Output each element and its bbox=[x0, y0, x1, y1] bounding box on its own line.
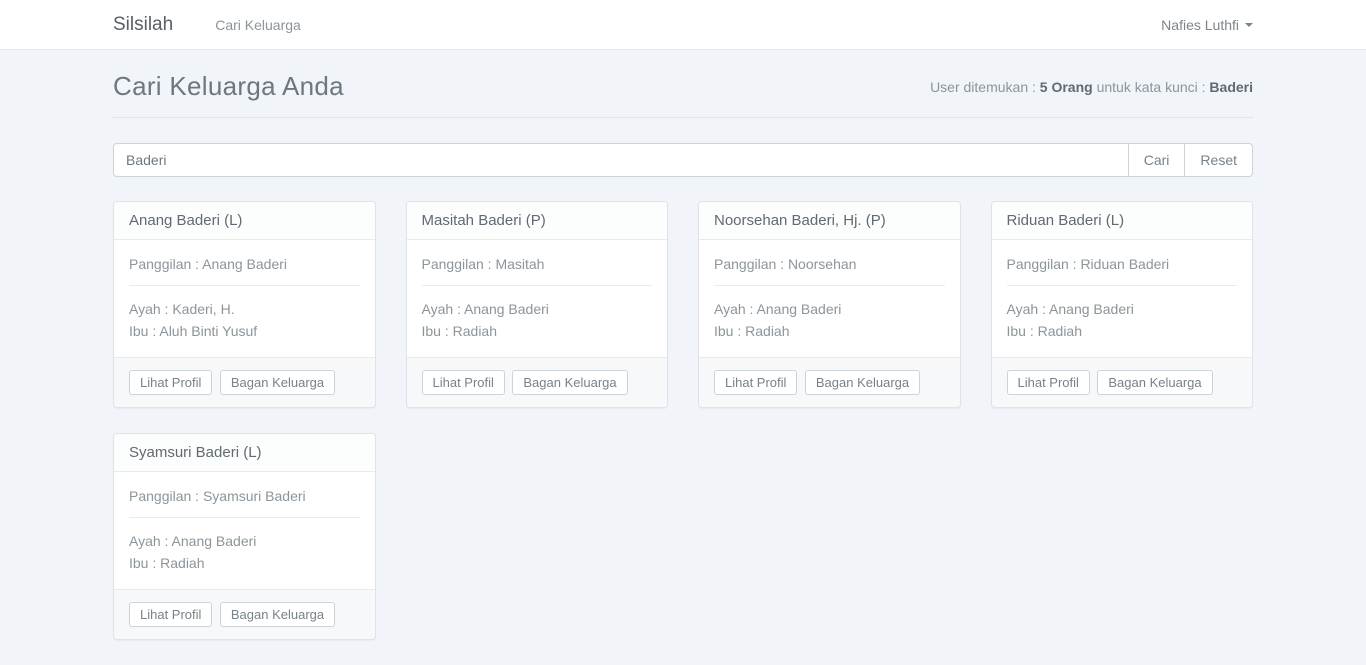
search-input[interactable] bbox=[113, 143, 1129, 177]
person-name: Noorsehan Baderi, Hj. (P) bbox=[699, 202, 960, 240]
result-summary: User ditemukan : 5 Orang untuk kata kunc… bbox=[930, 79, 1253, 95]
bagan-keluarga-button[interactable]: Bagan Keluarga bbox=[219, 602, 336, 627]
search-bar: Cari Reset bbox=[113, 143, 1253, 177]
results-grid: Anang Baderi (L) Panggilan : Anang Bader… bbox=[98, 201, 1268, 665]
person-ibu: Ibu : Radiah bbox=[1006, 323, 1083, 339]
person-ayah: Ayah : Anang Baderi bbox=[421, 301, 549, 317]
divider bbox=[421, 285, 652, 286]
person-ibu: Ibu : Aluh Binti Yusuf bbox=[129, 323, 258, 339]
bagan-keluarga-button[interactable]: Bagan Keluarga bbox=[804, 370, 921, 395]
bagan-keluarga-button[interactable]: Bagan Keluarga bbox=[512, 370, 628, 395]
navbar: Silsilah Cari Keluarga Nafies Luthfi bbox=[0, 0, 1366, 50]
lihat-profil-button[interactable]: Lihat Profil bbox=[421, 370, 505, 395]
person-ibu: Ibu : Radiah bbox=[421, 323, 498, 339]
reset-button[interactable]: Reset bbox=[1185, 143, 1253, 177]
result-card: Syamsuri Baderi (L) Panggilan : Syamsuri… bbox=[98, 433, 391, 640]
lihat-profil-button[interactable]: Lihat Profil bbox=[129, 370, 213, 395]
bagan-keluarga-button[interactable]: Bagan Keluarga bbox=[1097, 370, 1213, 395]
lihat-profil-button[interactable]: Lihat Profil bbox=[129, 602, 213, 627]
person-ayah: Ayah : Anang Baderi bbox=[714, 301, 842, 317]
user-dropdown[interactable]: Nafies Luthfi bbox=[1161, 17, 1253, 33]
person-ayah: Ayah : Anang Baderi bbox=[1006, 301, 1134, 317]
person-ibu: Ibu : Radiah bbox=[714, 323, 790, 339]
bagan-keluarga-button[interactable]: Bagan Keluarga bbox=[219, 370, 336, 395]
person-name: Masitah Baderi (P) bbox=[406, 202, 667, 240]
result-card: Riduan Baderi (L) Panggilan : Riduan Bad… bbox=[976, 201, 1269, 408]
person-panggilan: Panggilan : Anang Baderi bbox=[129, 256, 288, 272]
page-title: Cari Keluarga Anda bbox=[113, 71, 344, 101]
result-card: Masitah Baderi (P) Panggilan : Masitah A… bbox=[391, 201, 684, 408]
summary-middle: untuk kata kunci : bbox=[1092, 78, 1210, 95]
person-name: Riduan Baderi (L) bbox=[991, 202, 1252, 240]
person-panggilan: Panggilan : Syamsuri Baderi bbox=[129, 488, 306, 504]
summary-prefix: User ditemukan : bbox=[930, 78, 1040, 95]
person-name: Anang Baderi (L) bbox=[114, 202, 375, 240]
nav-item-cari-keluarga[interactable]: Cari Keluarga bbox=[215, 17, 301, 33]
main-content: Cari Keluarga Anda User ditemukan : 5 Or… bbox=[113, 71, 1253, 665]
summary-keyword: Baderi bbox=[1209, 78, 1253, 95]
person-panggilan: Panggilan : Noorsehan bbox=[714, 256, 857, 272]
person-ayah: Ayah : Anang Baderi bbox=[129, 533, 257, 549]
person-panggilan: Panggilan : Riduan Baderi bbox=[1006, 256, 1170, 272]
person-name: Syamsuri Baderi (L) bbox=[114, 434, 375, 472]
result-card: Anang Baderi (L) Panggilan : Anang Bader… bbox=[98, 201, 391, 408]
user-name: Nafies Luthfi bbox=[1161, 17, 1239, 33]
person-panggilan: Panggilan : Masitah bbox=[421, 256, 545, 272]
lihat-profil-button[interactable]: Lihat Profil bbox=[1006, 370, 1090, 395]
divider bbox=[129, 517, 360, 518]
result-card: Noorsehan Baderi, Hj. (P) Panggilan : No… bbox=[683, 201, 976, 408]
brand-link[interactable]: Silsilah bbox=[113, 14, 174, 35]
page-header: Cari Keluarga Anda User ditemukan : 5 Or… bbox=[113, 71, 1253, 118]
cari-button[interactable]: Cari bbox=[1128, 143, 1186, 177]
caret-down-icon bbox=[1245, 23, 1253, 27]
person-ayah: Ayah : Kaderi, H. bbox=[129, 301, 235, 317]
lihat-profil-button[interactable]: Lihat Profil bbox=[714, 370, 798, 395]
summary-count: 5 Orang bbox=[1039, 78, 1093, 95]
person-ibu: Ibu : Radiah bbox=[129, 555, 205, 571]
divider bbox=[129, 285, 360, 286]
divider bbox=[1006, 285, 1237, 286]
divider bbox=[714, 285, 945, 286]
